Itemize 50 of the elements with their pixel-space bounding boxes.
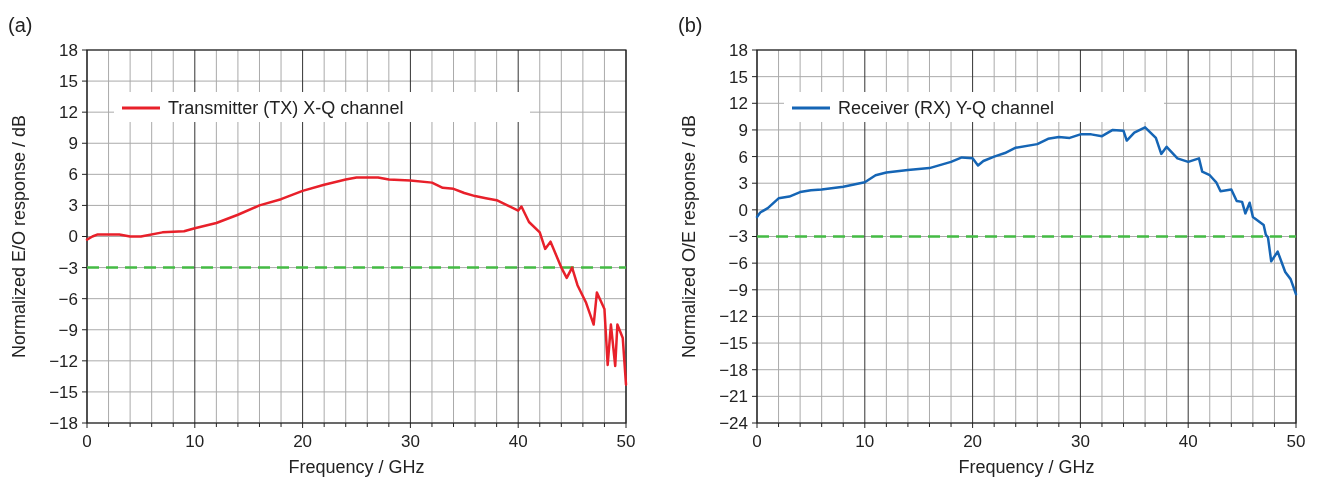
x-tick-label: 0 (752, 432, 762, 451)
line-series (755, 126, 1298, 296)
y-tick-label: −9 (58, 320, 78, 340)
y-tick-label: −9 (728, 280, 748, 300)
y-axis-title: Normalized O/E response / dB (679, 114, 699, 359)
x-tick-label: 40 (508, 432, 528, 451)
x-tick-label: 30 (400, 432, 420, 451)
x-tick-label: 30 (1070, 432, 1090, 451)
x-tick-label: 40 (1178, 432, 1198, 451)
y-tick-label: −18 (49, 413, 78, 433)
x-tick-label: 10 (855, 432, 875, 451)
y-tick-label: 3 (738, 174, 748, 194)
x-tick-label: 10 (185, 432, 205, 451)
y-tick-label: −3 (728, 227, 748, 247)
y-tick-label: 0 (738, 200, 748, 220)
line-series (85, 176, 628, 386)
y-tick-label: 3 (68, 196, 78, 216)
y-tick-label: −21 (719, 387, 748, 407)
y-tick-label: −3 (58, 258, 78, 278)
x-tick-label: 20 (963, 432, 983, 451)
y-tick-label: −15 (49, 382, 78, 402)
x-axis-title: Frequency / GHz (958, 457, 1095, 477)
y-axis-title: Normalized E/O response / dB (9, 114, 29, 359)
chart-title: (b) (678, 14, 703, 36)
y-tick-label: 15 (59, 72, 78, 92)
legend-label: Transmitter (TX) X-Q channel (168, 98, 404, 119)
x-tick-label: 20 (293, 432, 313, 451)
y-tick-label: 9 (738, 120, 748, 140)
y-tick-label: 12 (59, 103, 78, 123)
x-tick-label: 50 (1286, 432, 1306, 451)
y-tick-label: −12 (49, 351, 78, 371)
y-tick-label: −6 (58, 289, 78, 309)
legend-label: Receiver (RX) Y-Q channel (838, 98, 1055, 119)
y-tick-label: 0 (68, 227, 78, 247)
y-tick-label: −15 (719, 334, 748, 354)
y-tick-label: −24 (719, 413, 748, 433)
y-tick-label: 15 (729, 67, 748, 87)
y-tick-label: 18 (729, 40, 748, 60)
y-tick-label: 12 (729, 94, 748, 114)
x-axis-title: Frequency / GHz (288, 457, 425, 477)
y-tick-label: 9 (68, 134, 78, 154)
y-tick-label: 6 (738, 147, 748, 167)
y-tick-label: −18 (719, 360, 748, 380)
y-tick-label: 18 (59, 40, 78, 60)
x-tick-label: 50 (616, 432, 636, 451)
chart-title: (a) (8, 14, 33, 36)
y-tick-label: 6 (68, 165, 78, 185)
y-tick-label: −12 (719, 307, 748, 327)
y-tick-label: −6 (728, 254, 748, 274)
x-tick-label: 0 (82, 432, 92, 451)
